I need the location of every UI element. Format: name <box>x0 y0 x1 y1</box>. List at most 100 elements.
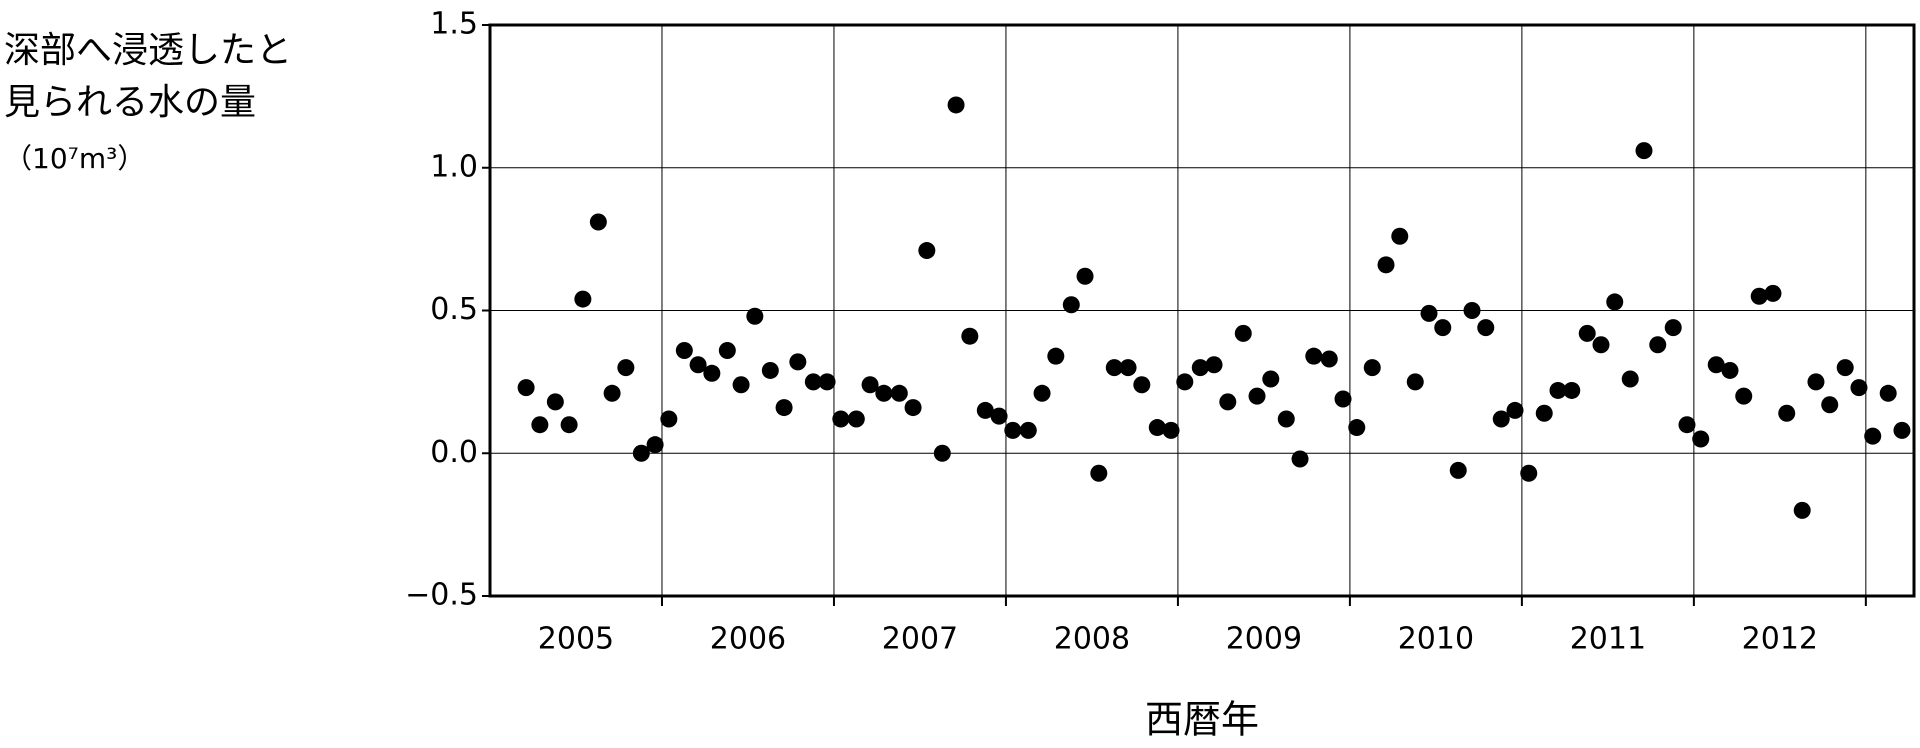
data-point <box>1105 359 1123 377</box>
data-point <box>976 401 994 419</box>
y-tick-label: −0.5 <box>405 578 478 613</box>
data-point <box>1191 359 1209 377</box>
data-point <box>875 384 893 402</box>
y-tick-label: 0.0 <box>430 435 478 470</box>
x-tick-label: 2006 <box>710 622 786 657</box>
data-point <box>1133 376 1151 394</box>
data-point <box>1234 324 1252 342</box>
data-point <box>1549 381 1567 399</box>
data-point <box>1520 464 1538 482</box>
data-point <box>1434 319 1452 337</box>
x-axis-title: 西暦年 <box>1145 698 1259 742</box>
data-point <box>847 410 865 428</box>
x-tick-label: 2010 <box>1398 622 1474 657</box>
data-point <box>1019 421 1037 439</box>
data-point <box>1807 373 1825 391</box>
data-point <box>789 353 807 371</box>
data-point <box>1291 450 1309 468</box>
y-axis-title: 深部へ浸透したと <box>4 30 292 71</box>
data-point <box>947 96 965 114</box>
data-point <box>1176 373 1194 391</box>
data-point <box>1850 379 1868 397</box>
data-point <box>1449 461 1467 479</box>
data-point <box>675 341 693 359</box>
data-point <box>1148 419 1166 437</box>
data-point <box>1420 304 1438 322</box>
data-point <box>646 436 664 454</box>
data-point <box>1735 387 1753 405</box>
data-point <box>1219 393 1237 411</box>
data-point <box>1391 227 1409 245</box>
data-point <box>961 327 979 345</box>
data-point <box>703 364 721 382</box>
data-point <box>832 410 850 428</box>
x-tick-label: 2012 <box>1742 622 1818 657</box>
data-point <box>1707 356 1725 374</box>
data-point <box>1277 410 1295 428</box>
data-point <box>804 373 822 391</box>
x-tick-label: 2007 <box>882 622 958 657</box>
data-point <box>904 399 922 417</box>
data-point <box>517 379 535 397</box>
data-point <box>1363 359 1381 377</box>
x-tick-label: 2011 <box>1570 622 1646 657</box>
y-tick-label: 0.5 <box>430 292 478 327</box>
data-point <box>1004 421 1022 439</box>
data-point <box>732 376 750 394</box>
data-point <box>1578 324 1596 342</box>
data-point <box>1750 287 1768 305</box>
data-point <box>1406 373 1424 391</box>
data-point <box>1764 284 1782 302</box>
data-point <box>689 356 707 374</box>
data-point <box>761 361 779 379</box>
data-point <box>1248 387 1266 405</box>
data-point <box>1506 401 1524 419</box>
data-point <box>1793 501 1811 519</box>
data-point <box>1047 347 1065 365</box>
data-point <box>660 410 678 428</box>
data-point <box>1592 336 1610 354</box>
data-point <box>531 416 549 434</box>
data-point <box>1492 410 1510 428</box>
data-point <box>1320 350 1338 368</box>
data-point <box>1090 464 1108 482</box>
data-point <box>1836 359 1854 377</box>
data-point <box>1463 302 1481 319</box>
data-point <box>775 399 793 417</box>
data-point <box>1162 421 1180 439</box>
data-point <box>1262 370 1280 388</box>
data-point <box>574 290 592 308</box>
data-point <box>1778 404 1796 422</box>
y-tick-label: 1.5 <box>430 7 478 42</box>
data-point <box>1076 267 1094 285</box>
data-point <box>918 242 936 260</box>
data-point <box>1692 430 1710 448</box>
data-point <box>1621 370 1639 388</box>
data-point <box>1563 381 1581 399</box>
data-point <box>933 444 951 462</box>
y-axis-title: 見られる水の量 <box>4 82 256 123</box>
data-point <box>1664 319 1682 337</box>
data-point <box>1033 384 1051 402</box>
data-point <box>1879 384 1897 402</box>
data-point <box>718 341 736 359</box>
data-point <box>1377 256 1395 274</box>
data-point <box>1062 296 1080 314</box>
data-point <box>1635 142 1653 160</box>
data-point <box>1305 347 1323 365</box>
data-point <box>1864 427 1882 445</box>
data-point <box>617 359 635 377</box>
data-point <box>632 444 650 462</box>
data-point <box>1334 390 1352 408</box>
data-point <box>1721 361 1739 379</box>
y-tick-label: 1.0 <box>430 149 478 184</box>
data-point <box>1821 396 1839 414</box>
data-point <box>818 373 836 391</box>
data-point <box>1477 319 1495 337</box>
data-point <box>1893 421 1911 439</box>
x-tick-label: 2009 <box>1226 622 1302 657</box>
data-point <box>603 384 621 402</box>
data-point <box>589 213 607 231</box>
data-point <box>1678 416 1696 434</box>
